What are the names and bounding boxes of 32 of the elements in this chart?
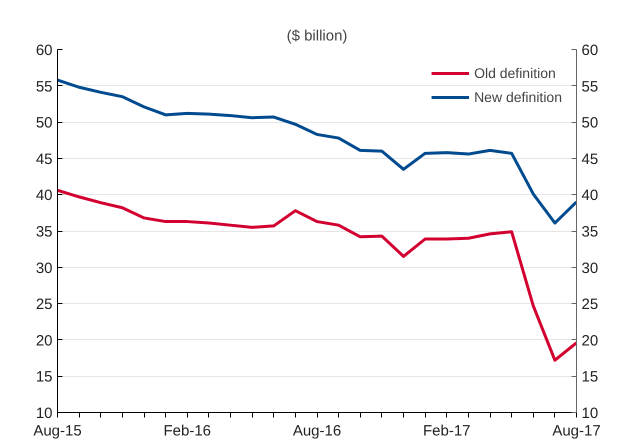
y-tick-label: 50 (36, 114, 53, 132)
y2-tick-label: 10 (582, 405, 598, 422)
y2-tick-label: 50 (582, 114, 598, 132)
y-tick-label: 25 (36, 296, 53, 314)
y2-tick-label: 55 (582, 78, 598, 96)
y-tick-label: 10 (36, 405, 53, 422)
y-tick-label: 15 (36, 368, 53, 386)
y2-tick-label: 40 (582, 187, 598, 204)
y-tick-label: 30 (36, 260, 53, 277)
y2-tick-label: 60 (582, 42, 598, 59)
y-tick-label: 60 (36, 42, 53, 59)
x-tick-label: Feb-17 (422, 422, 471, 440)
x-tick-label: Aug-16 (292, 422, 342, 440)
y-tick-label: 45 (36, 150, 53, 168)
y2-tick-label: 20 (582, 332, 598, 350)
y2-tick-label: 35 (582, 224, 598, 240)
y2-tick-label: 25 (582, 296, 598, 314)
y-tick-label: 35 (36, 224, 53, 240)
x-tick-label: Feb-16 (163, 422, 212, 440)
y2-tick-label: 15 (582, 368, 598, 386)
chart-subtitle: ($ billion) (286, 28, 348, 44)
y-tick-label: 55 (36, 78, 53, 96)
x-tick-label: Aug-15 (33, 422, 82, 440)
line-series (58, 188, 576, 362)
line-series (58, 78, 576, 225)
y-tick-label: 40 (36, 187, 53, 204)
y-tick-label: 20 (36, 332, 53, 350)
legend-label: Old definition (474, 65, 556, 81)
legend-label: New definition (474, 89, 562, 105)
x-tick-label: Aug-17 (552, 422, 601, 440)
y2-tick-label: 30 (582, 260, 598, 277)
y2-tick-label: 45 (582, 150, 598, 168)
